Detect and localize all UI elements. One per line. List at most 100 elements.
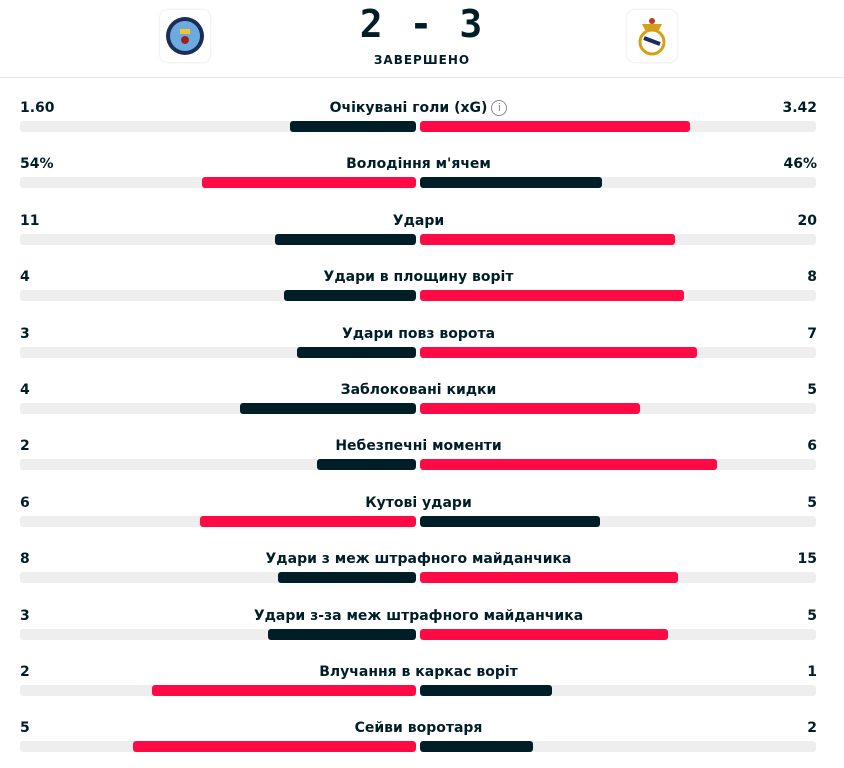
away-value: 5 xyxy=(807,494,817,511)
home-bar-track xyxy=(20,572,416,584)
home-bar-track xyxy=(20,459,416,471)
stat-label: Удари xyxy=(20,213,817,229)
away-bar xyxy=(420,572,679,584)
stat-label-text: Володіння м'ячем xyxy=(346,156,491,173)
home-bar xyxy=(202,177,416,189)
away-value: 3.42 xyxy=(782,100,817,116)
home-value: 8 xyxy=(20,551,30,568)
stat-label-text: Очікувані голи (xG) xyxy=(329,100,488,116)
stat-row: 4 Заблоковані кидки 5 xyxy=(20,382,817,430)
away-bar xyxy=(420,403,640,414)
away-bar xyxy=(420,233,676,245)
away-score: 3 xyxy=(459,2,485,46)
home-bar xyxy=(152,685,416,696)
home-value: 6 xyxy=(20,494,30,511)
home-value: 2 xyxy=(20,664,30,680)
away-value: 15 xyxy=(797,551,817,568)
stat-row: 3 Удари повз ворота 7 xyxy=(20,326,817,374)
away-bar xyxy=(420,121,690,132)
stat-label-text: Удари повз ворота xyxy=(341,325,496,342)
away-value: 2 xyxy=(807,720,817,737)
away-value: 6 xyxy=(807,438,817,455)
stat-label: Удари з меж штрафного майданчика xyxy=(20,551,817,567)
stat-label: Небезпечні моменти xyxy=(20,438,817,454)
stat-label: Сейви воротаря xyxy=(20,720,817,736)
home-value: 3 xyxy=(20,607,30,624)
match-status: ЗАВЕРШЕНО xyxy=(373,53,471,67)
stat-label: Очікувані голи (xG) i xyxy=(20,100,817,116)
away-bar xyxy=(420,515,600,527)
home-bar-track xyxy=(20,290,416,302)
stat-label: Заблоковані кидки xyxy=(20,382,817,398)
home-value: 54% xyxy=(20,156,54,173)
stat-label-text: Сейви воротаря xyxy=(354,720,483,737)
home-bar-track xyxy=(20,121,416,132)
home-bar-track xyxy=(20,177,416,189)
stat-label-text: Удари xyxy=(392,212,445,229)
home-bar-track xyxy=(20,628,416,640)
home-bar-track xyxy=(20,515,416,527)
away-bar-track xyxy=(420,685,816,696)
away-bar xyxy=(420,346,698,358)
home-bar xyxy=(284,290,416,302)
info-icon[interactable]: i xyxy=(491,100,508,116)
away-bar xyxy=(420,628,668,640)
stat-row: 54% Володіння м'ячем 46% xyxy=(20,156,817,204)
home-bar-track xyxy=(20,233,416,245)
home-value: 3 xyxy=(20,325,30,342)
stat-label-text: Кутові удари xyxy=(365,494,472,511)
stat-row: 8 Удари з меж штрафного майданчика 15 xyxy=(20,551,817,599)
stat-label: Володіння м'ячем xyxy=(20,156,817,172)
away-team-logo[interactable] xyxy=(627,10,677,62)
away-bar-track xyxy=(420,459,816,471)
home-score: 2 xyxy=(359,2,385,46)
home-value: 5 xyxy=(20,720,30,737)
away-bar-track xyxy=(420,233,816,245)
away-value: 1 xyxy=(807,664,817,680)
home-value: 4 xyxy=(20,382,30,398)
stat-label-text: Влучання в каркас воріт xyxy=(319,664,518,680)
away-bar-track xyxy=(420,628,816,640)
away-bar-track xyxy=(420,121,816,132)
home-bar xyxy=(275,233,416,245)
stat-label-text: Удари в площину воріт xyxy=(323,269,514,286)
away-value: 7 xyxy=(807,325,817,342)
away-bar xyxy=(420,290,684,302)
manchester-city-crest-icon xyxy=(166,17,204,55)
stat-row: 6 Кутові удари 5 xyxy=(20,495,817,543)
stat-row: 3 Удари з-за меж штрафного майданчика 5 xyxy=(20,608,817,656)
stat-label: Влучання в каркас воріт xyxy=(20,664,817,680)
home-bar xyxy=(278,572,416,584)
score-separator: - xyxy=(409,2,435,46)
home-value: 11 xyxy=(20,212,40,229)
home-bar xyxy=(289,121,416,132)
away-bar-track xyxy=(420,572,816,584)
away-value: 5 xyxy=(807,607,817,624)
away-value: 46% xyxy=(783,156,817,173)
score: 2 - 3 xyxy=(0,2,844,46)
home-bar xyxy=(297,346,416,358)
away-value: 20 xyxy=(797,212,817,229)
away-bar-track xyxy=(420,177,816,189)
stat-label-text: Удари з меж штрафного майданчика xyxy=(265,551,572,568)
stat-row: 11 Удари 20 xyxy=(20,213,817,261)
real-madrid-crest-icon xyxy=(638,18,666,56)
home-bar xyxy=(317,459,416,471)
away-bar xyxy=(420,685,552,696)
stat-label-text: Удари з-за меж штрафного майданчика xyxy=(253,607,584,624)
stat-row: 2 Небезпечні моменти 6 xyxy=(20,438,817,486)
away-bar xyxy=(420,177,603,189)
home-bar-track xyxy=(20,741,416,753)
home-team-logo[interactable] xyxy=(160,10,210,62)
match-header: 2 - 3 ЗАВЕРШЕНО xyxy=(0,0,844,78)
away-bar-track xyxy=(420,515,816,527)
home-value: 2 xyxy=(20,438,30,455)
home-bar-track xyxy=(20,685,416,696)
stat-label: Удари повз ворота xyxy=(20,326,817,342)
stat-label: Удари з-за меж штрафного майданчика xyxy=(20,608,817,624)
home-bar xyxy=(267,628,416,640)
away-value: 5 xyxy=(807,382,817,398)
stat-row: 1.60 Очікувані голи (xG) i 3.42 xyxy=(20,100,817,148)
home-bar xyxy=(133,741,416,753)
home-bar-track xyxy=(20,403,416,414)
